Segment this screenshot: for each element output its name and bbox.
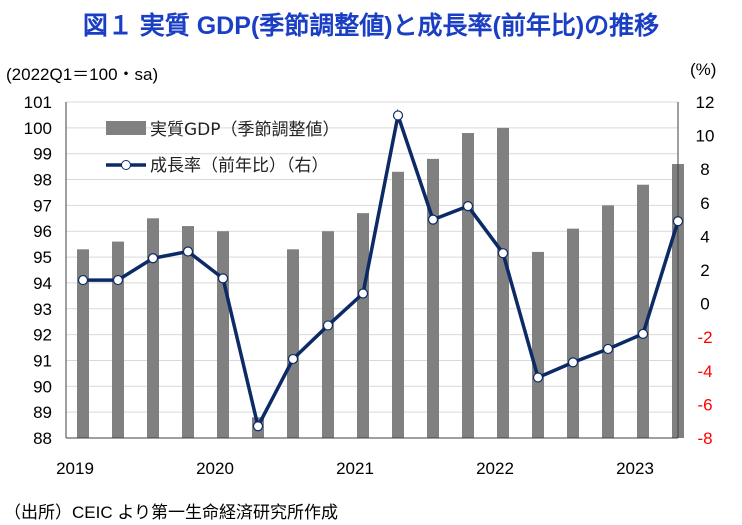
left-tick-label: 100 bbox=[24, 119, 52, 138]
legend-bar-swatch bbox=[106, 121, 146, 135]
left-tick-label: 94 bbox=[33, 274, 52, 293]
chart-title: 図１ 実質 GDP(季節調整値)と成長率(前年比)の推移 bbox=[82, 12, 660, 40]
point-2019Q4 bbox=[182, 246, 194, 257]
x-tick-label: 2022 bbox=[476, 459, 514, 478]
right-tick-label: -4 bbox=[697, 362, 712, 381]
right-axis-unit: (%) bbox=[690, 60, 717, 79]
left-tick-label: 88 bbox=[33, 429, 52, 448]
point-2021Q4 bbox=[462, 201, 474, 212]
x-tick-label: 2019 bbox=[56, 459, 94, 478]
x-tick-label: 2021 bbox=[336, 459, 374, 478]
point-2020Q1 bbox=[217, 273, 229, 284]
left-tick-label: 89 bbox=[33, 403, 52, 422]
right-tick-label: 10 bbox=[696, 127, 715, 146]
bar-2022Q4 bbox=[602, 205, 614, 438]
point-2022Q3 bbox=[567, 357, 579, 368]
point-2022Q2 bbox=[532, 372, 544, 383]
left-tick-label: 92 bbox=[33, 326, 52, 345]
point-2022Q1 bbox=[497, 248, 509, 259]
bar-2020Q4 bbox=[322, 231, 334, 438]
point-2021Q1 bbox=[357, 288, 369, 299]
x-tick-label: 2020 bbox=[196, 459, 234, 478]
x-tick-label: 2023 bbox=[616, 459, 654, 478]
point-2020Q2 bbox=[252, 421, 264, 432]
left-axis-unit: (2022Q1＝100・sa) bbox=[6, 65, 159, 84]
bar-2019Q4 bbox=[182, 226, 194, 438]
legend-line-label: 成長率（前年比）（右） bbox=[150, 156, 329, 176]
bar-2021Q2 bbox=[392, 171, 404, 439]
right-tick-label: -2 bbox=[697, 328, 712, 347]
left-tick-label: 95 bbox=[33, 248, 52, 267]
source-note: （出所）CEIC より第一生命経済研究所作成 bbox=[4, 503, 338, 522]
bar-2021Q3 bbox=[427, 158, 439, 438]
point-2019Q2 bbox=[112, 274, 124, 286]
right-tick-label: 4 bbox=[700, 227, 709, 246]
point-2020Q3 bbox=[287, 353, 299, 365]
point-2020Q4 bbox=[322, 320, 334, 331]
bar-2020Q3 bbox=[287, 249, 299, 438]
right-tick-label: 2 bbox=[700, 261, 709, 280]
point-2021Q3 bbox=[427, 214, 439, 225]
bar-2022Q2 bbox=[532, 251, 544, 438]
bar-2022Q1 bbox=[497, 127, 509, 438]
legend-bar-label: 実質GDP（季節調整値） bbox=[150, 120, 340, 140]
bar-2023Q1 bbox=[637, 184, 649, 438]
bar-2019Q1 bbox=[77, 249, 89, 438]
left-tick-label: 91 bbox=[33, 351, 52, 370]
growth-line bbox=[83, 108, 680, 432]
right-tick-label: 0 bbox=[700, 295, 709, 314]
left-tick-label: 93 bbox=[33, 300, 52, 319]
point-2021Q2 bbox=[392, 110, 404, 121]
left-tick-label: 90 bbox=[33, 377, 52, 396]
point-2023Q2 bbox=[672, 216, 684, 227]
legend-line-marker bbox=[121, 160, 131, 170]
bar-2022Q3 bbox=[567, 228, 579, 438]
bar-2020Q1 bbox=[217, 231, 229, 438]
right-tick-label: -8 bbox=[697, 429, 712, 448]
left-tick-label: 99 bbox=[33, 145, 52, 164]
point-2023Q1 bbox=[637, 328, 649, 339]
right-tick-label: 6 bbox=[700, 194, 709, 213]
right-tick-label: 12 bbox=[696, 93, 715, 112]
point-2019Q1 bbox=[77, 274, 89, 286]
bar-2021Q1 bbox=[357, 213, 369, 438]
point-2019Q3 bbox=[147, 253, 159, 264]
right-tick-label: 8 bbox=[700, 160, 709, 179]
left-tick-label: 96 bbox=[33, 222, 52, 241]
point-2022Q4 bbox=[602, 343, 614, 355]
right-tick-label: -6 bbox=[697, 395, 712, 414]
left-tick-label: 97 bbox=[33, 196, 52, 215]
left-tick-label: 98 bbox=[33, 171, 52, 190]
bar-2019Q3 bbox=[147, 218, 159, 438]
bar-2021Q4 bbox=[462, 133, 474, 438]
left-tick-label: 101 bbox=[24, 93, 52, 112]
bar-2019Q2 bbox=[112, 241, 124, 438]
